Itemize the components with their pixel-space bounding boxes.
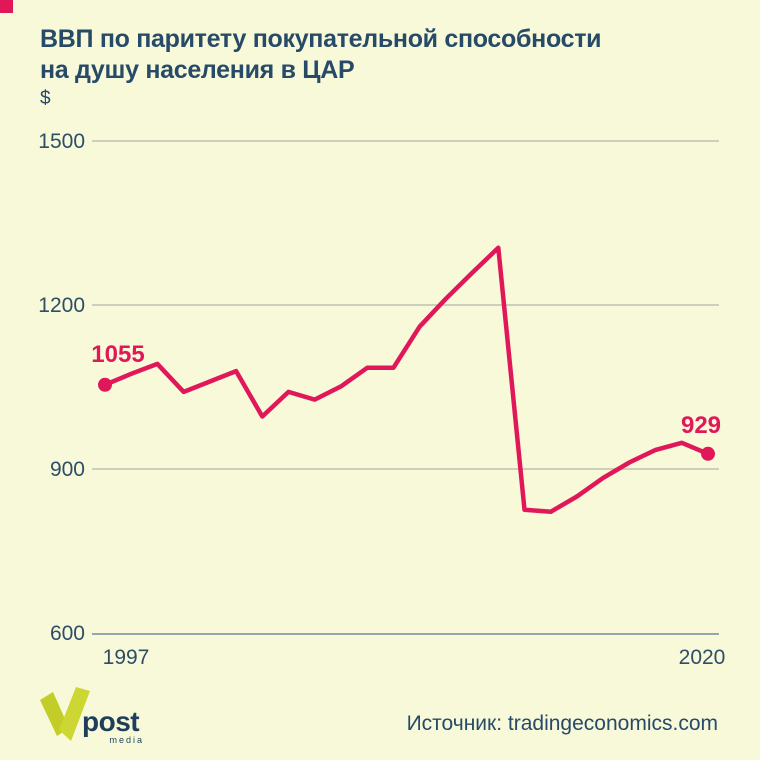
gdp-series-line (102, 245, 711, 515)
gridline-900 (92, 468, 719, 470)
chart-title-line1: ВВП по паритету покупательной способност… (40, 25, 602, 53)
logo-media-text: media (109, 735, 144, 745)
gridline-1500 (92, 140, 719, 142)
y-tick-1200: 1200 (38, 294, 85, 317)
post-media-logo: post media (38, 684, 158, 752)
y-tick-1500: 1500 (38, 130, 85, 153)
y-tick-600: 600 (49, 622, 85, 645)
logo-post-text: post (82, 706, 140, 737)
chart-title: ВВП по паритету покупательной способност… (40, 24, 700, 86)
chart-title-line2: на душу населения в ЦАР (40, 56, 355, 84)
end-data-point (701, 446, 715, 461)
end-value-label: 929 (680, 411, 722, 439)
start-data-point (98, 377, 112, 392)
x-tick-2020: 2020 (678, 646, 726, 669)
start-value-label: 1055 (91, 340, 145, 368)
corner-accent-square (0, 0, 13, 13)
y-tick-900: 900 (49, 458, 85, 481)
gridline-1200 (92, 304, 719, 306)
axis-baseline-600 (92, 633, 719, 635)
logo-v-icon (40, 687, 90, 741)
y-axis-unit-label: $ (40, 88, 51, 109)
source-attribution: Источник: tradingeconomics.com (406, 712, 718, 735)
x-tick-1997: 1997 (102, 646, 150, 669)
